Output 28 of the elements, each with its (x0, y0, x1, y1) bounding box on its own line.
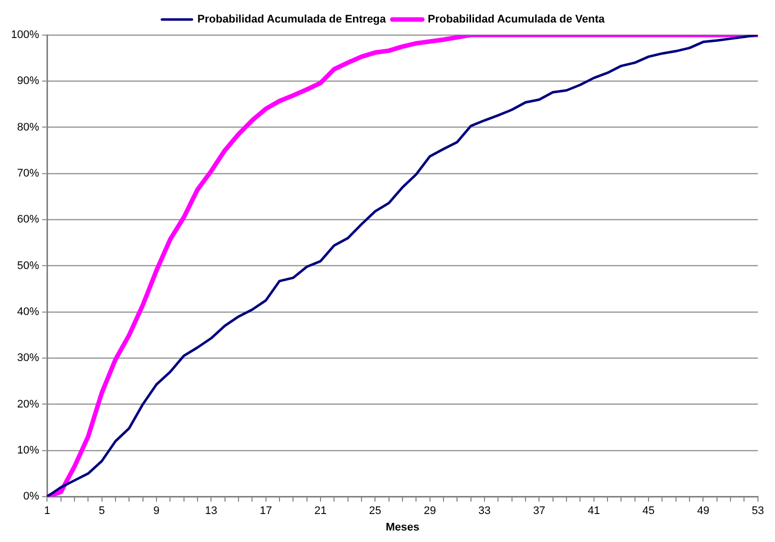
x-tick-label: 33 (478, 505, 491, 518)
x-tick-label: 41 (588, 505, 600, 518)
legend-label: Probabilidad Acumulada de Venta (428, 14, 606, 26)
y-tick-label: 100% (10, 29, 40, 42)
x-tick-label: 9 (153, 505, 160, 518)
y-tick-label: 90% (17, 75, 40, 88)
x-tick-label: 53 (752, 505, 764, 518)
x-axis-title: Meses (386, 521, 420, 534)
y-tick-label: 20% (17, 398, 40, 410)
y-tick-label: 50% (17, 260, 40, 272)
x-tick-label: 45 (642, 505, 655, 518)
legend-label: Probabilidad Acumulada de Entrega (197, 14, 387, 26)
x-tick-label: 1 (44, 505, 50, 518)
x-tick-label: 21 (314, 505, 327, 518)
x-tick-label: 5 (98, 505, 105, 518)
x-tick-label: 37 (533, 505, 546, 518)
x-tick-label: 13 (205, 505, 218, 518)
x-tick-label: 49 (697, 505, 710, 518)
y-tick-label: 80% (17, 121, 40, 134)
y-tick-label: 10% (17, 444, 40, 456)
y-tick-label: 30% (17, 352, 40, 364)
x-tick-label: 25 (369, 505, 382, 518)
y-tick-label: 40% (17, 306, 40, 318)
x-tick-label: 17 (260, 505, 272, 518)
y-tick-label: 70% (17, 168, 40, 180)
y-tick-label: 0% (23, 490, 40, 503)
y-tick-label: 60% (17, 214, 40, 226)
x-tick-label: 29 (424, 505, 436, 518)
